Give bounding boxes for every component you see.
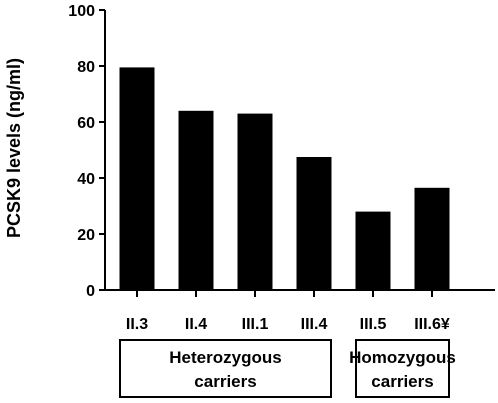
group-label: Homozygous	[349, 348, 456, 367]
group-label: carriers	[194, 372, 256, 391]
y-tick-label: 60	[77, 115, 95, 132]
bar	[414, 187, 450, 290]
x-tick-label: III.4	[301, 316, 328, 333]
bar	[355, 211, 391, 290]
y-tick-label: 40	[77, 171, 95, 188]
y-tick-label: 100	[68, 3, 95, 20]
bar	[237, 113, 273, 290]
x-tick-label: II.3	[126, 316, 148, 333]
group-box	[119, 339, 332, 398]
bar	[119, 67, 155, 291]
bar	[296, 157, 332, 290]
x-tick-label: III.1	[242, 316, 269, 333]
y-tick-label: 0	[86, 283, 95, 300]
x-tick-label: III.6¥	[414, 316, 450, 333]
group-box	[355, 339, 450, 398]
y-axis-label: PCSK9 levels (ng/ml)	[4, 58, 24, 238]
bar	[178, 110, 214, 290]
group-label: Heterozygous	[169, 348, 281, 367]
y-tick-label: 20	[77, 227, 95, 244]
group-label: carriers	[371, 372, 433, 391]
x-tick-label: II.4	[185, 316, 207, 333]
x-tick-label: III.5	[360, 316, 387, 333]
y-tick-label: 80	[77, 59, 95, 76]
